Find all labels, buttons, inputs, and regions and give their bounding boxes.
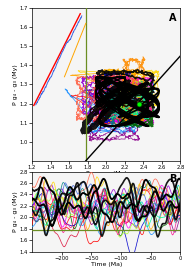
Text: A: A: [168, 13, 176, 23]
Text: B: B: [169, 174, 176, 184]
X-axis label: Time (Ma): Time (Ma): [91, 262, 122, 267]
Y-axis label: P g₄ - g₃ (My): P g₄ - g₃ (My): [13, 191, 18, 232]
Y-axis label: P g₄ - g₃ (My): P g₄ - g₃ (My): [13, 64, 18, 105]
X-axis label: P g₄ - g₃ (My): P g₄ - g₃ (My): [86, 171, 127, 176]
